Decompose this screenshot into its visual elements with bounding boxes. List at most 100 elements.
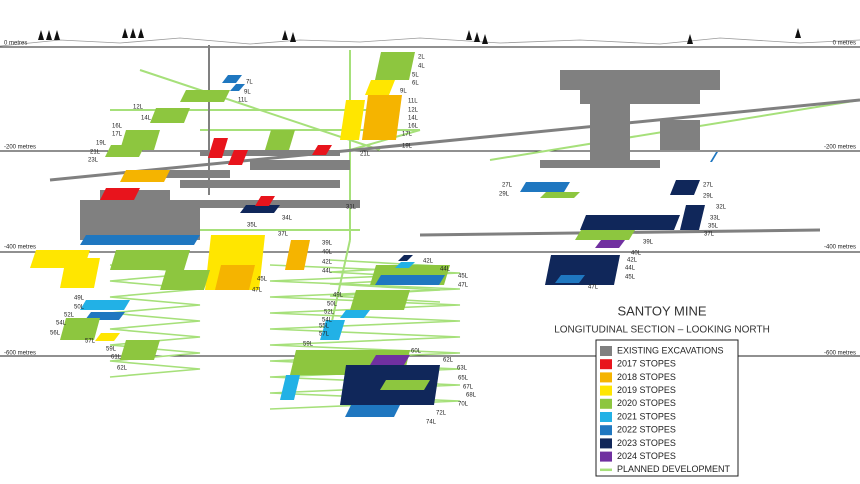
- legend-swatch: [600, 372, 612, 383]
- stope: [120, 340, 160, 360]
- level-label: 27L: [502, 183, 513, 189]
- level-label: 21L: [90, 150, 101, 156]
- level-label: 16L: [112, 124, 123, 130]
- legend-label: 2024 STOPES: [617, 451, 676, 461]
- legend-swatch: [600, 385, 612, 396]
- legend-label: 2021 STOPES: [617, 411, 676, 421]
- level-label: 32L: [716, 205, 727, 211]
- level-label: 11L: [238, 98, 248, 104]
- level-label: 21L: [360, 152, 371, 158]
- level-label: 7L: [246, 80, 253, 86]
- stope: [280, 375, 300, 400]
- stope: [545, 255, 620, 285]
- legend-label: PLANNED DEVELOPMENT: [617, 464, 731, 474]
- level-label: 9L: [400, 89, 407, 95]
- level-label: 74L: [426, 420, 437, 426]
- existing-drift: [49, 98, 860, 182]
- legend-label: 2023 STOPES: [617, 438, 676, 448]
- depth-label: 0 metres: [4, 41, 27, 47]
- stope: [370, 355, 410, 365]
- level-label: 57L: [319, 332, 330, 338]
- level-label: 40L: [631, 251, 642, 257]
- stope: [375, 52, 415, 80]
- level-label: 2L: [418, 55, 425, 61]
- stope: [120, 170, 170, 182]
- level-label: 45L: [257, 277, 268, 283]
- level-label: 29L: [499, 192, 510, 198]
- stope: [680, 205, 705, 230]
- stope: [350, 290, 410, 310]
- depth-label: -200 metres: [4, 145, 36, 151]
- level-label: 35L: [708, 224, 719, 230]
- legend-swatch: [600, 451, 612, 462]
- level-label: 35L: [247, 223, 258, 229]
- level-label: 47L: [588, 285, 599, 291]
- stope: [365, 80, 395, 95]
- legend-swatch: [600, 398, 612, 409]
- level-label: 52L: [324, 310, 335, 316]
- level-label: 42L: [423, 259, 434, 265]
- stope: [265, 130, 295, 150]
- stope: [380, 380, 430, 390]
- stope: [398, 255, 413, 261]
- stope: [60, 318, 100, 340]
- level-label: 4L: [418, 64, 425, 70]
- stope: [345, 405, 400, 417]
- level-label: 16L: [408, 124, 419, 130]
- stope: [340, 310, 370, 318]
- excavation: [208, 45, 210, 195]
- level-label: 62L: [117, 366, 128, 372]
- excavation: [250, 160, 350, 170]
- level-label: 44L: [440, 267, 451, 273]
- level-label: 65L: [458, 376, 469, 382]
- subtitle: LONGITUDINAL SECTION – LOOKING NORTH: [554, 325, 770, 336]
- stope: [110, 250, 190, 270]
- level-label: 54L: [322, 318, 333, 324]
- stope: [395, 262, 415, 268]
- stope: [80, 235, 200, 245]
- depth-label: 0 metres: [833, 41, 856, 47]
- stopes: [30, 45, 860, 417]
- stope: [230, 84, 245, 91]
- stope: [580, 215, 680, 230]
- stope: [240, 205, 280, 213]
- stope: [520, 182, 570, 192]
- level-label: 60L: [411, 349, 422, 355]
- stope: [105, 145, 145, 157]
- stope: [228, 150, 248, 165]
- stope: [595, 240, 625, 248]
- legend-swatch: [600, 412, 612, 422]
- stope: [555, 275, 585, 283]
- level-label: 12L: [133, 105, 144, 111]
- legend: [595, 339, 739, 477]
- level-label: 62L: [443, 358, 454, 364]
- level-label: 57L: [85, 339, 96, 345]
- legend-swatch: [600, 359, 612, 370]
- legend-label: EXISTING EXCAVATIONS: [617, 345, 724, 355]
- level-label: 39L: [643, 240, 654, 246]
- stope: [222, 75, 242, 83]
- level-label: 17L: [402, 132, 413, 138]
- stope: [375, 275, 445, 285]
- level-label: 45L: [625, 275, 636, 281]
- level-label: 37L: [704, 232, 715, 238]
- planned-ramp: [269, 264, 461, 410]
- level-label: 5L: [412, 73, 419, 79]
- level-label: 27L: [703, 183, 714, 189]
- stope: [362, 95, 402, 140]
- level-label: 59L: [106, 347, 117, 353]
- depth-label: -400 metres: [4, 245, 36, 251]
- level-label: 23L: [88, 158, 99, 164]
- level-label: 40L: [322, 250, 333, 256]
- legend-label: 2018 STOPES: [617, 372, 676, 382]
- legend-label: 2017 STOPES: [617, 359, 676, 369]
- stope: [710, 152, 718, 162]
- level-label: 67L: [463, 385, 474, 391]
- level-label: 44L: [625, 266, 636, 272]
- level-label: 52L: [64, 313, 75, 319]
- legend-swatch: [600, 346, 612, 356]
- level-label: 50L: [74, 305, 85, 311]
- depth-label: -600 metres: [824, 351, 856, 357]
- stope: [208, 138, 228, 158]
- stope: [340, 100, 365, 140]
